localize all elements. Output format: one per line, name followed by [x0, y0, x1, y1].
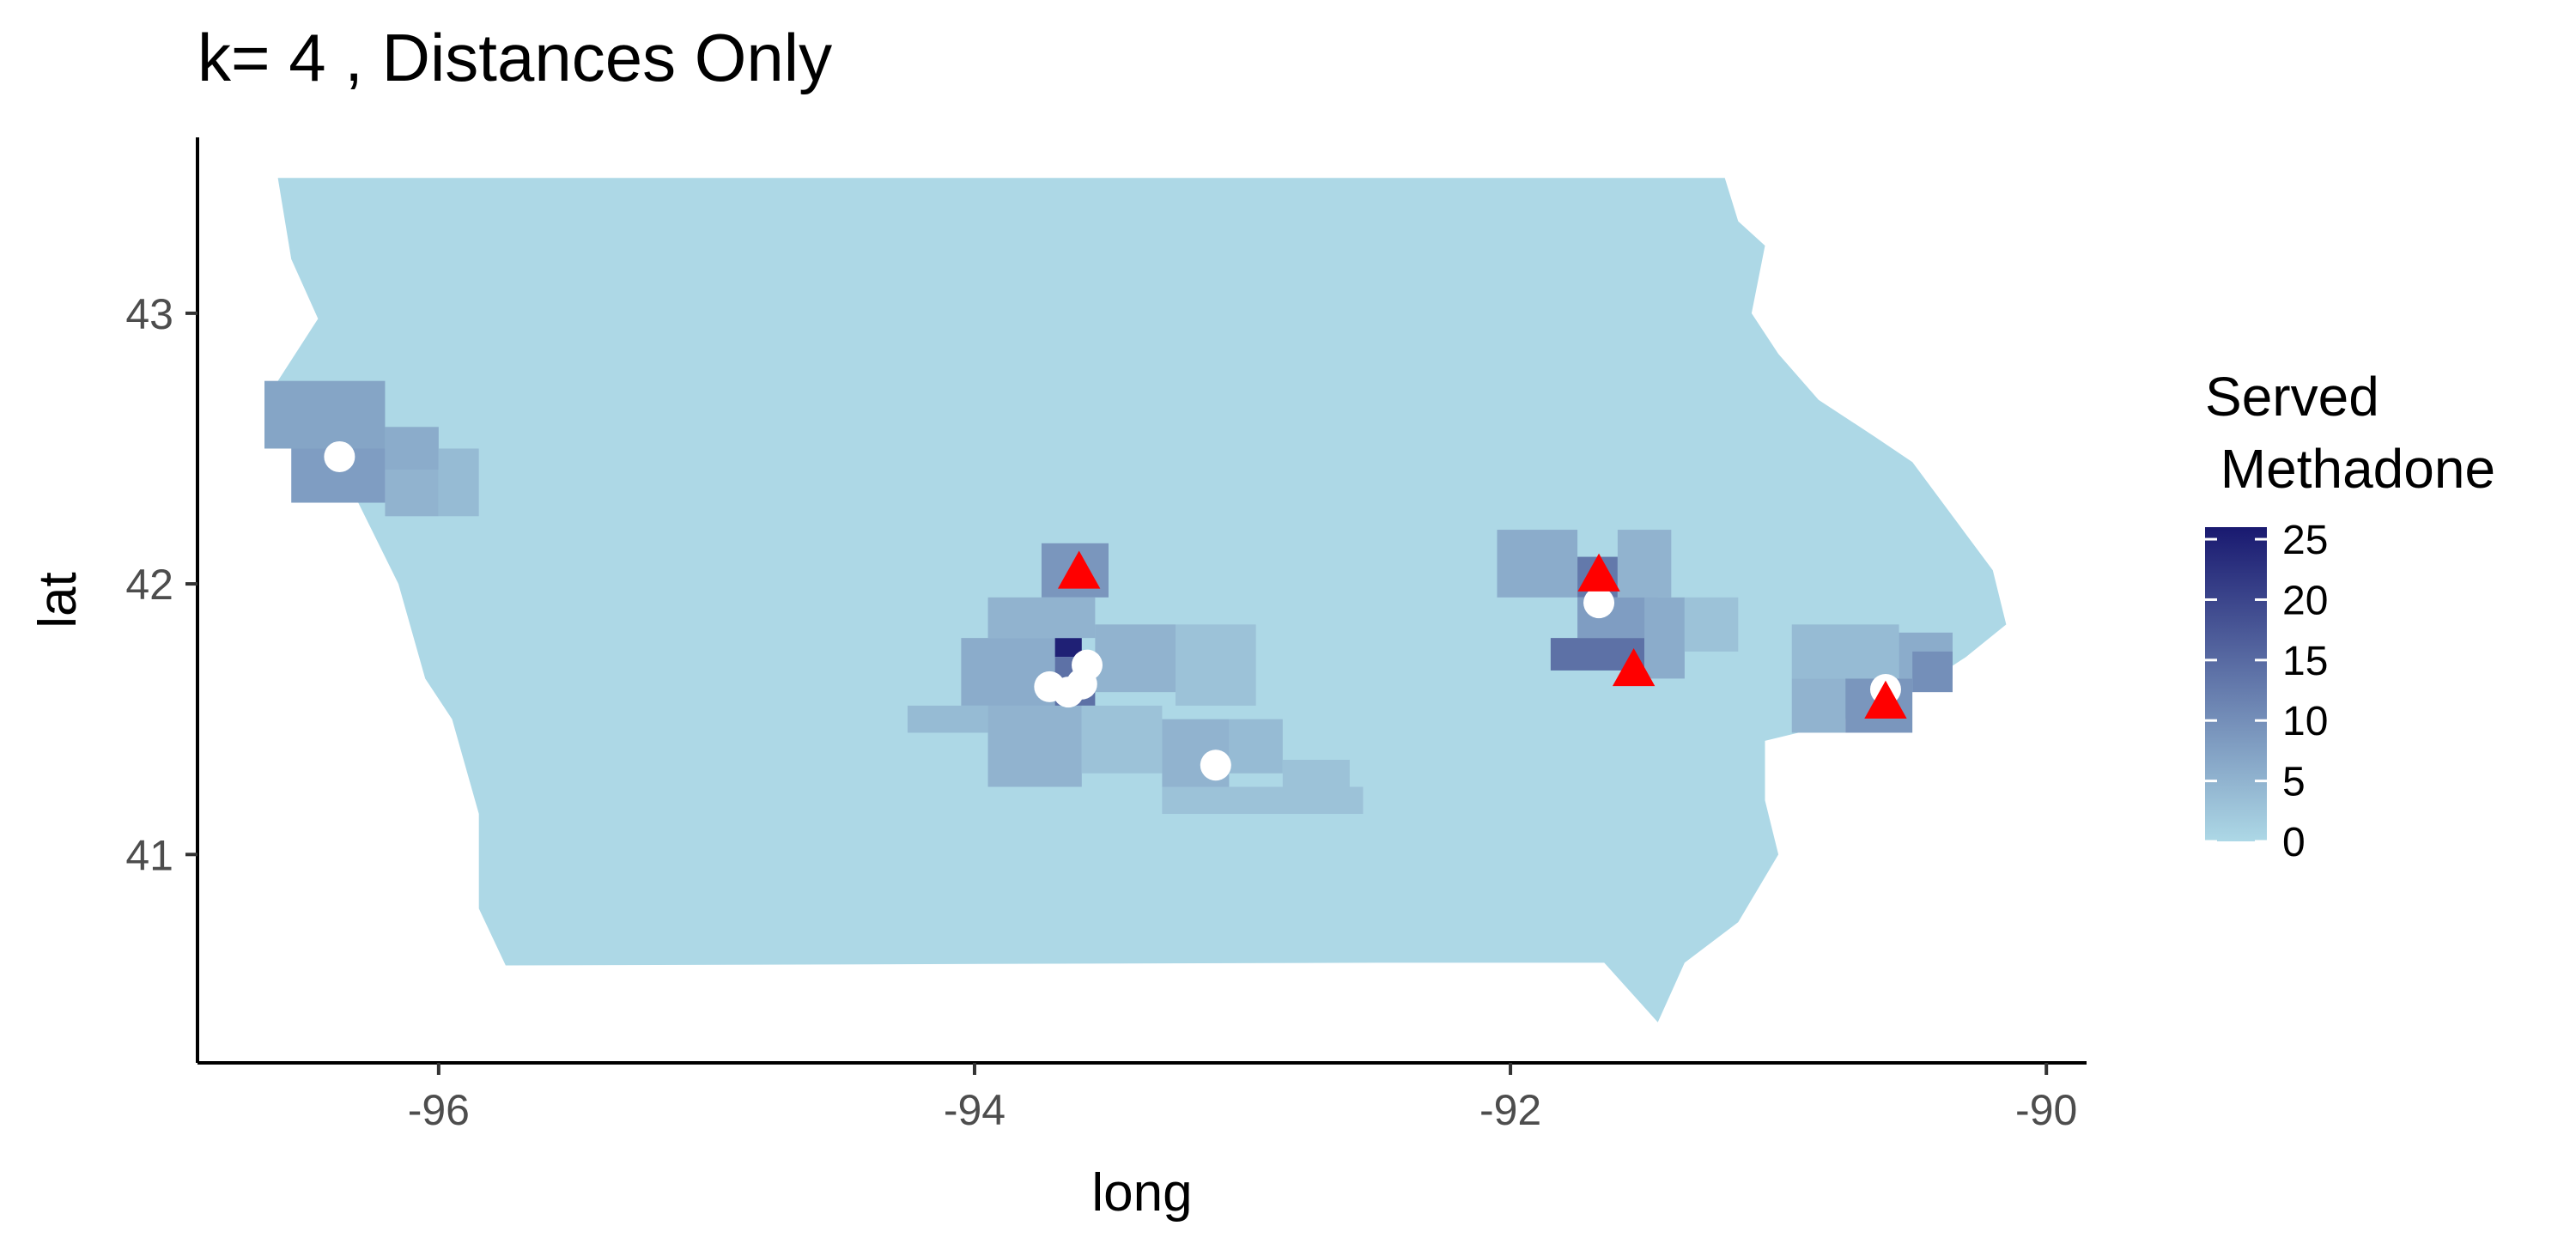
served-tract — [1617, 530, 1672, 598]
legend: Served Methadone 0 5 10 15 20 25 — [2205, 366, 2495, 865]
legend-tick-label: 25 — [2282, 518, 2328, 563]
region-shape — [277, 178, 2007, 1023]
y-axis-title: lat — [28, 572, 88, 628]
legend-tick-label: 0 — [2282, 820, 2306, 865]
served-tract — [1497, 530, 1578, 598]
served-tract — [385, 427, 439, 470]
legend-tick-label: 15 — [2282, 639, 2328, 684]
x-tick-label: -94 — [944, 1086, 1005, 1134]
served-tract — [1176, 624, 1256, 706]
facility-marker — [1057, 550, 1101, 589]
demand-point — [1200, 749, 1231, 781]
served-tract — [987, 597, 1096, 639]
points-layer — [324, 440, 1907, 781]
y-tick-label: 41 — [125, 831, 173, 879]
served-tract — [264, 380, 386, 449]
served-tract — [1095, 624, 1176, 693]
served-tract — [1912, 651, 1953, 693]
legend-tick-label: 10 — [2282, 699, 2328, 744]
served-tract — [438, 448, 479, 517]
chart-title: k= 4 , Distances Only — [197, 20, 833, 95]
x-axis-title: long — [1091, 1163, 1192, 1223]
x-tick-label: -92 — [1479, 1086, 1541, 1134]
served-tract — [1081, 705, 1163, 774]
served-tract — [1684, 597, 1739, 652]
served-tract — [907, 705, 988, 733]
served-tract — [1054, 638, 1082, 658]
facility-marker — [1612, 647, 1656, 687]
x-tick-label: -96 — [408, 1086, 470, 1134]
served-tract — [1162, 786, 1364, 815]
demand-point — [324, 440, 355, 472]
facility-marker — [1577, 553, 1620, 592]
demand-point — [1583, 587, 1615, 619]
facility-marker — [1864, 680, 1907, 719]
served-tract — [1229, 719, 1283, 774]
served-tract — [385, 470, 439, 517]
served-tract — [1282, 759, 1350, 787]
legend-colorbar — [2205, 527, 2267, 841]
y-tick-label: 42 — [125, 561, 173, 609]
y-tick-label: 43 — [125, 290, 173, 338]
axes-layer: -96 -94 -92 -90 41 42 43 long lat — [28, 137, 2087, 1223]
served-tract — [1644, 597, 1685, 679]
x-tick-label: -90 — [2015, 1086, 2077, 1134]
demand-point — [1072, 649, 1103, 681]
served-tract — [987, 705, 1082, 787]
legend-tick-label: 20 — [2282, 578, 2328, 623]
legend-title-line: Served — [2205, 366, 2379, 428]
legend-tick-label: 5 — [2282, 760, 2306, 805]
legend-title-line: Methadone — [2205, 438, 2495, 500]
served-tract — [1791, 624, 1899, 679]
map-layer — [277, 178, 2007, 1023]
served-tract — [1791, 678, 1846, 733]
